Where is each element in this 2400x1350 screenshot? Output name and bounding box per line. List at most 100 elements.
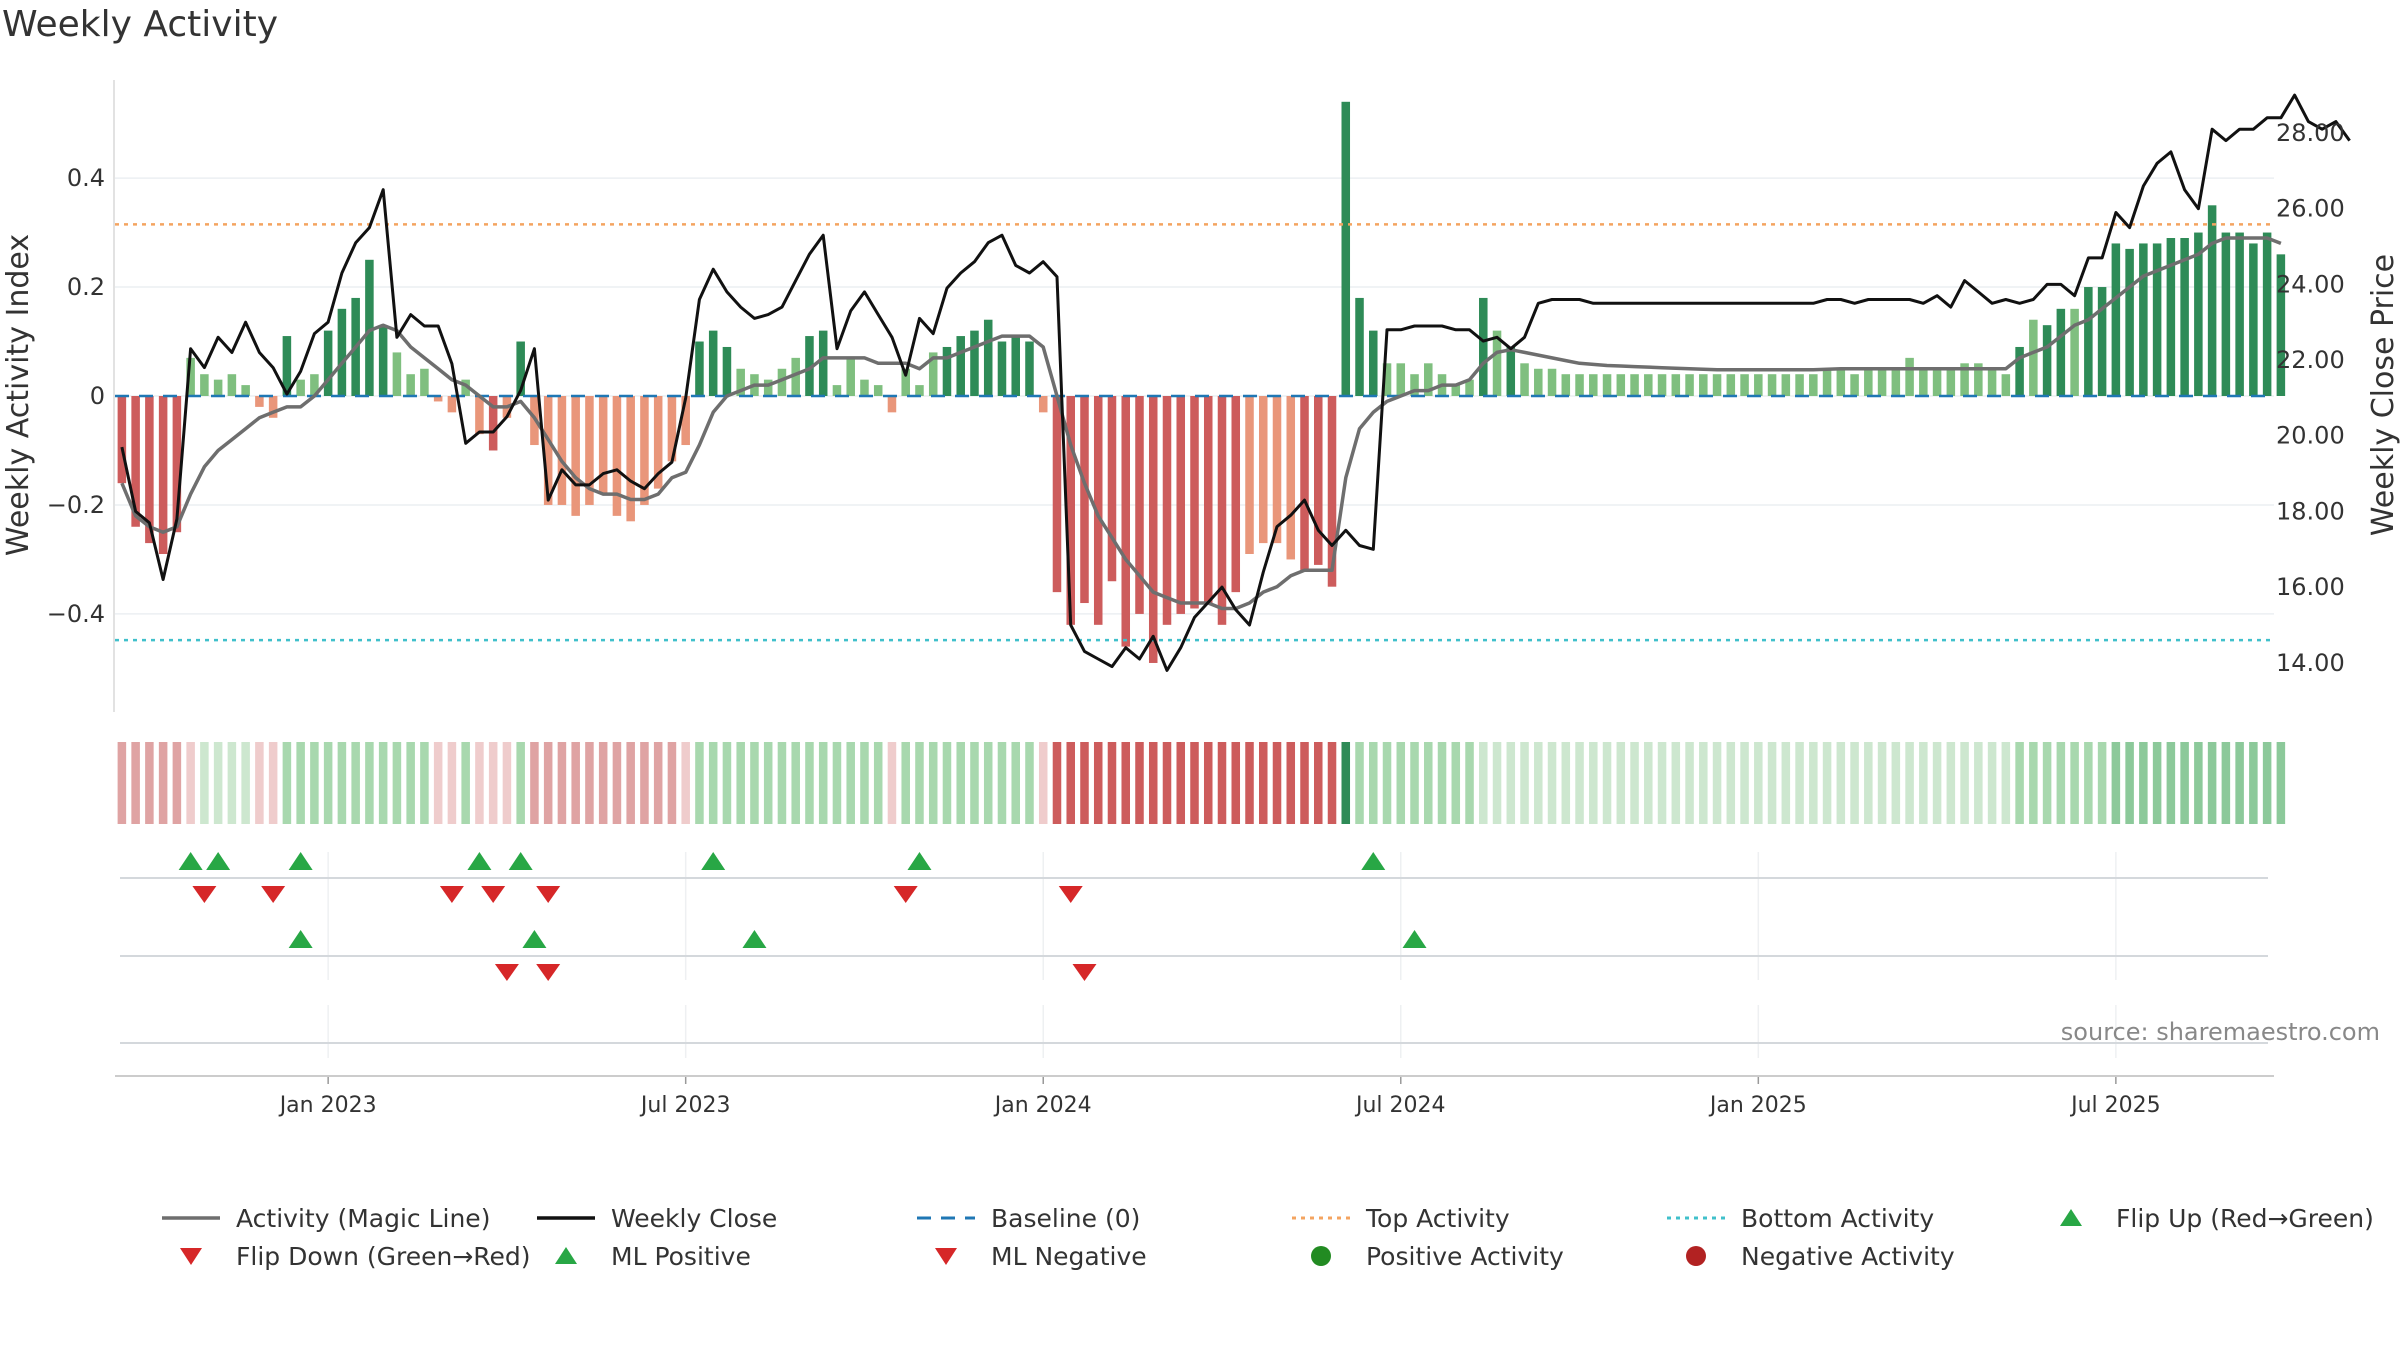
heat-strip-cell xyxy=(1602,742,1612,824)
activity-bar xyxy=(158,396,168,554)
activity-bar xyxy=(942,346,952,396)
heat-strip-cell xyxy=(1424,742,1433,824)
activity-bar xyxy=(2042,325,2052,396)
activity-bar xyxy=(1025,341,1034,396)
heat-strip-cell xyxy=(227,742,237,824)
heat-strip-cell xyxy=(2249,742,2258,824)
activity-bar xyxy=(1726,374,1736,396)
heat-strip-cell xyxy=(420,742,429,824)
activity-bar xyxy=(1575,374,1584,396)
heat-strip-cell xyxy=(145,742,154,824)
heat-strip-cell xyxy=(612,742,622,824)
y2-axis-label: Weekly Close Price xyxy=(2366,254,2400,536)
activity-bar xyxy=(1011,336,1020,396)
activity-bar xyxy=(970,330,979,396)
heat-strip-cell xyxy=(2180,742,2189,824)
heat-strip-cell xyxy=(928,742,938,824)
heat-strip-cell xyxy=(832,742,842,824)
activity-bar xyxy=(516,341,525,396)
heat-strip-cell xyxy=(433,742,443,824)
heat-strip-cell xyxy=(323,742,333,824)
heat-strip-cell xyxy=(1355,742,1364,824)
heat-strip-cell xyxy=(530,742,539,824)
legend-label: Baseline (0) xyxy=(991,1203,1141,1233)
activity-bar xyxy=(1919,368,1928,396)
flip-down-marker xyxy=(893,886,918,903)
activity-bar xyxy=(612,396,622,516)
ml-positive-marker xyxy=(1402,930,1427,948)
heat-strip-cell xyxy=(1726,742,1736,824)
y2-tick-label: 24.00 xyxy=(2276,270,2345,298)
heat-strip-cell xyxy=(970,742,979,824)
signal-panels xyxy=(115,852,2274,1077)
activity-bar xyxy=(1561,374,1571,396)
heat-strip-cell xyxy=(1272,742,1282,824)
activity-bar xyxy=(1850,374,1859,396)
heat-strip-cell xyxy=(1589,742,1598,824)
heat-strip-cell xyxy=(1987,742,1997,824)
heat-strip-cell xyxy=(1465,742,1474,824)
y-tick-label: 0.2 xyxy=(67,273,105,301)
activity-bar xyxy=(2262,232,2272,396)
activity-bar xyxy=(1960,363,1969,396)
activity-bar xyxy=(1135,396,1144,614)
flip-up-marker xyxy=(508,852,533,870)
activity-bar xyxy=(832,385,842,396)
heat-strip-cell xyxy=(860,742,869,824)
heat-strip-cell xyxy=(337,742,347,824)
activity-bar xyxy=(2111,243,2121,396)
activity-bar xyxy=(2249,243,2258,396)
flip-up-marker xyxy=(178,852,203,870)
triangle-down-icon xyxy=(160,1244,236,1268)
ml-positive-marker xyxy=(288,930,313,948)
heat-strip-cell xyxy=(1685,742,1694,824)
bottom-dot-line-icon xyxy=(1665,1206,1741,1230)
activity-bar xyxy=(1258,396,1268,544)
activity-bar xyxy=(695,341,704,396)
ml-negative-marker xyxy=(1072,964,1097,981)
activity-bar xyxy=(2001,374,2011,396)
activity-bar xyxy=(860,379,869,396)
y2-tick-label: 16.00 xyxy=(2276,573,2345,601)
activity-bar xyxy=(1492,330,1502,396)
heat-strip-cell xyxy=(640,742,649,824)
activity-bar xyxy=(200,374,209,396)
heat-strip-cell xyxy=(1093,742,1103,824)
activity-bar xyxy=(1479,297,1488,396)
heat-strip-cell xyxy=(1121,742,1131,824)
heat-strip-cell xyxy=(2042,742,2052,824)
activity-bar xyxy=(323,330,333,396)
heat-strip-cell xyxy=(1107,742,1117,824)
heat-strip-cell xyxy=(461,742,470,824)
activity-bar xyxy=(818,330,828,396)
heat-strip-cell xyxy=(131,742,140,824)
legend-label: Flip Up (Red→Green) xyxy=(2116,1203,2374,1233)
legend: Activity (Magic Line) Weekly Close Baselin… xyxy=(160,1200,2400,1280)
x-tick-label: Jan 2024 xyxy=(993,1093,1092,1118)
heat-strip-cell xyxy=(310,742,319,824)
heat-strip-cell xyxy=(1135,742,1144,824)
activity-bar xyxy=(1644,374,1653,396)
legend-item: Top Activity xyxy=(1290,1200,1510,1236)
activity-bar xyxy=(2194,232,2203,396)
flip-up-marker xyxy=(467,852,492,870)
heat-strip-cell xyxy=(1630,742,1639,824)
activity-bar xyxy=(1630,374,1639,396)
activity-bar xyxy=(227,374,237,396)
activity-bar xyxy=(1245,396,1254,554)
heat-strip-cell xyxy=(805,742,814,824)
flip-down-marker xyxy=(1058,886,1083,903)
heat-strip-cell xyxy=(1258,742,1268,824)
legend-item: Negative Activity xyxy=(1665,1238,1955,1274)
heat-strip-cell xyxy=(1960,742,1969,824)
y2-tick-label: 28.00 xyxy=(2276,119,2345,147)
activity-bar xyxy=(1987,368,1997,396)
heat-strip-cell xyxy=(708,742,718,824)
heat-strip-cell xyxy=(1534,742,1543,824)
flip-up-marker xyxy=(701,852,726,870)
heat-strip-cell xyxy=(213,742,223,824)
legend-item: Weekly Close xyxy=(535,1200,777,1236)
activity-bar xyxy=(2180,238,2189,396)
activity-bar xyxy=(1809,374,1818,396)
activity-bar xyxy=(1355,297,1364,396)
